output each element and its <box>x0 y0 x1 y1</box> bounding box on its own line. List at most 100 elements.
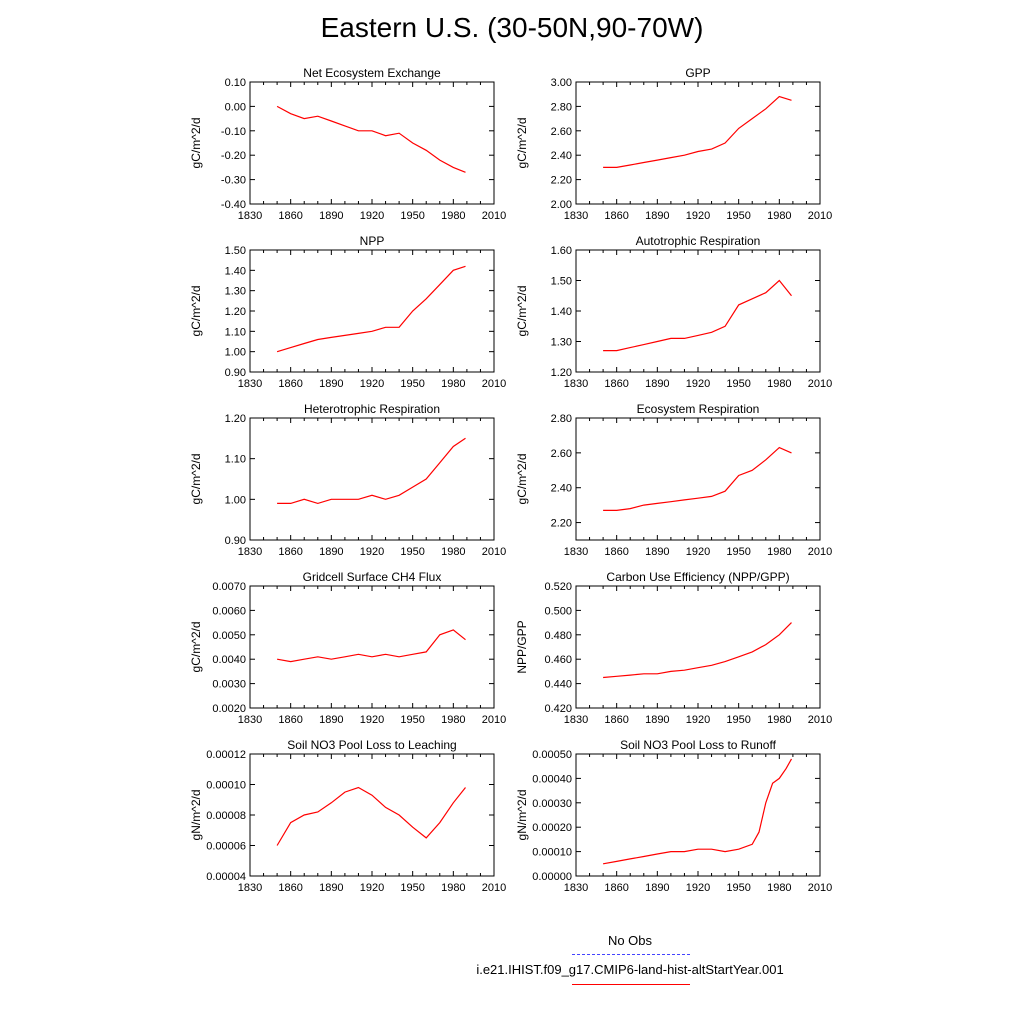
x-tick-label: 1860 <box>604 882 628 894</box>
panel-title: NPP <box>360 234 385 248</box>
y-tick-label: 2.20 <box>551 518 572 530</box>
series-line-0 <box>276 786 466 846</box>
panel-title: Soil NO3 Pool Loss to Runoff <box>620 738 777 752</box>
y-tick-label: 0.0050 <box>212 630 246 642</box>
x-tick-label: 1830 <box>564 546 588 558</box>
x-tick-label: 2010 <box>482 546 506 558</box>
y-tick-label: 2.40 <box>551 150 572 162</box>
legend-obs-label: No Obs <box>607 933 653 948</box>
y-axis-label: NPP/GPP <box>515 620 529 673</box>
x-tick-label: 1950 <box>400 882 424 894</box>
x-tick-label: 1890 <box>645 378 669 390</box>
x-tick-label: 1890 <box>645 882 669 894</box>
y-tick-label: 0.00050 <box>532 749 572 761</box>
y-tick-label: -0.10 <box>221 126 246 138</box>
panel-title: GPP <box>685 66 710 80</box>
y-tick-label: 1.50 <box>551 276 572 288</box>
y-tick-label: 1.30 <box>551 337 572 349</box>
series-line-0 <box>602 758 793 865</box>
x-tick-label: 1980 <box>767 378 791 390</box>
y-tick-label: 1.60 <box>551 245 572 257</box>
plot-frame <box>575 585 821 709</box>
y-tick-label: 1.40 <box>551 306 572 318</box>
y-tick-label: 0.00000 <box>532 871 572 883</box>
x-tick-label: 1980 <box>441 882 465 894</box>
y-tick-label: 0.480 <box>544 630 572 642</box>
y-tick-label: 1.30 <box>225 286 246 298</box>
series-line-0 <box>603 446 792 511</box>
y-tick-label: 0.440 <box>544 679 572 691</box>
y-tick-label: 0.500 <box>544 605 572 617</box>
x-tick-label: 1920 <box>686 714 710 726</box>
series-line-0 <box>276 265 466 353</box>
x-tick-label: 1950 <box>400 378 424 390</box>
y-tick-label: 0.0040 <box>212 654 246 666</box>
y-tick-label: 1.20 <box>551 367 572 379</box>
y-tick-label: 1.10 <box>225 326 246 338</box>
x-tick-label: 1920 <box>686 546 710 558</box>
chart-panel-3: Autotrophic Respiration gC/m^2/d 1830 1860 1… <box>515 234 832 390</box>
x-tick-label: 1860 <box>278 378 302 390</box>
plot-frame <box>249 417 495 541</box>
x-tick-label: 1890 <box>645 210 669 222</box>
y-tick-label: 0.90 <box>225 535 246 547</box>
y-tick-label: 1.20 <box>225 413 246 425</box>
y-tick-label: 0.00006 <box>206 841 246 853</box>
chart-panel-2: NPP gC/m^2/d 1830 1860 1890 1920 1950 1980 2010 0… <box>189 234 506 390</box>
y-tick-label: 1.20 <box>225 306 246 318</box>
chart-panel-9: Soil NO3 Pool Loss to Runoff gN/m^2/d 1830… <box>515 738 832 894</box>
x-tick-label: 1950 <box>400 546 424 558</box>
y-tick-label: 0.00004 <box>206 871 246 883</box>
x-tick-label: 1950 <box>400 714 424 726</box>
x-tick-label: 1890 <box>319 210 343 222</box>
legend-case-line <box>572 984 690 985</box>
x-tick-label: 1860 <box>278 882 302 894</box>
x-tick-label: 1860 <box>604 378 628 390</box>
x-tick-label: 1890 <box>319 378 343 390</box>
x-tick-label: 1890 <box>645 546 669 558</box>
x-tick-label: 1920 <box>686 378 710 390</box>
y-axis-label: gN/m^2/d <box>189 790 203 841</box>
series-line-0 <box>603 279 792 352</box>
panel-title: Heterotrophic Respiration <box>304 402 440 416</box>
x-tick-label: 1920 <box>360 882 384 894</box>
y-axis-label: gC/m^2/d <box>515 286 529 337</box>
y-tick-label: 2.40 <box>551 483 572 495</box>
y-tick-label: 0.00012 <box>206 749 246 761</box>
x-tick-label: 1890 <box>645 714 669 726</box>
x-tick-label: 1830 <box>238 210 262 222</box>
x-tick-label: 1980 <box>441 714 465 726</box>
y-tick-label: 0.520 <box>544 581 572 593</box>
y-tick-label: -0.40 <box>221 199 246 211</box>
y-tick-label: 1.40 <box>225 265 246 277</box>
y-tick-label: 0.00010 <box>206 780 246 792</box>
series-line-0 <box>276 105 466 173</box>
y-axis-label: gC/m^2/d <box>515 454 529 505</box>
y-tick-label: 0.90 <box>225 367 246 379</box>
x-tick-label: 1950 <box>726 882 750 894</box>
y-axis-label: gC/m^2/d <box>189 622 203 673</box>
x-tick-label: 2010 <box>808 882 832 894</box>
y-tick-label: -0.30 <box>221 175 246 187</box>
y-tick-label: 0.460 <box>544 654 572 666</box>
y-axis-label: gC/m^2/d <box>189 118 203 169</box>
chart-panel-1: GPP gC/m^2/d 1830 1860 1890 1920 1950 1980 2010 2… <box>515 66 832 222</box>
x-tick-label: 1830 <box>564 882 588 894</box>
x-tick-label: 2010 <box>482 378 506 390</box>
x-tick-label: 1830 <box>238 546 262 558</box>
plot-frame <box>249 585 495 709</box>
x-tick-label: 1950 <box>400 210 424 222</box>
y-axis-label: gC/m^2/d <box>515 118 529 169</box>
plot-frame <box>575 249 821 373</box>
x-tick-label: 1830 <box>564 714 588 726</box>
x-tick-label: 1860 <box>604 210 628 222</box>
y-tick-label: 0.00 <box>225 101 246 113</box>
x-tick-label: 1980 <box>441 378 465 390</box>
plot-frame <box>249 249 495 373</box>
panel-title: Autotrophic Respiration <box>636 234 761 248</box>
y-axis-label: gC/m^2/d <box>189 286 203 337</box>
panel-title: Carbon Use Efficiency (NPP/GPP) <box>606 570 789 584</box>
y-tick-label: 0.00040 <box>532 773 572 785</box>
chart-panel-8: Soil NO3 Pool Loss to Leaching gN/m^2/d 18… <box>189 738 506 894</box>
